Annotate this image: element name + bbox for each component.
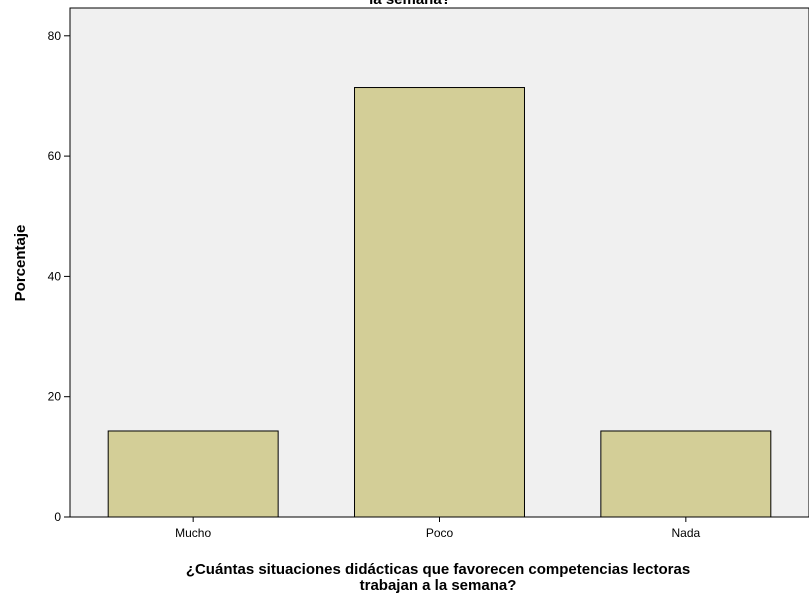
x-tick-label-mucho: Mucho <box>175 526 211 540</box>
x-tick-label-nada: Nada <box>671 526 700 540</box>
y-tick-label: 60 <box>48 149 62 163</box>
y-axis-title: Porcentaje <box>12 225 29 302</box>
y-axis: 0 20 40 60 80 <box>48 29 70 524</box>
bars <box>107 87 772 518</box>
y-tick-label: 80 <box>48 29 62 43</box>
bar-nada <box>600 430 772 518</box>
bar-poco <box>354 87 525 518</box>
x-tick-label-poco: Poco <box>426 526 454 540</box>
x-axis-title-line-1: ¿Cuántas situaciones didácticas que favo… <box>186 561 690 578</box>
y-tick-label: 40 <box>48 269 62 283</box>
chart-title-fragment: la semana? <box>369 0 451 8</box>
x-axis: Mucho Poco Nada <box>175 517 701 540</box>
x-axis-title-line-2: trabajan a la semana? <box>360 577 517 594</box>
y-tick-label: 0 <box>54 510 61 524</box>
bar-mucho <box>107 430 279 518</box>
y-tick-label: 20 <box>48 390 62 404</box>
